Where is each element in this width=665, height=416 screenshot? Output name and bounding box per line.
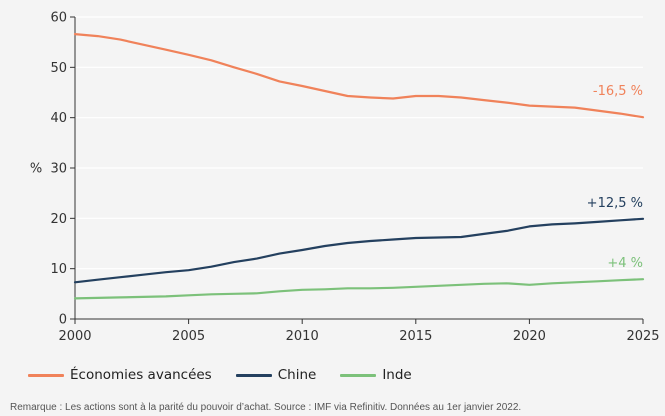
x-tick-label: 2010 — [286, 329, 319, 344]
legend-item: Économies avancées — [28, 367, 212, 383]
y-tick-label: 60 — [50, 11, 67, 26]
legend-item: Inde — [340, 367, 412, 383]
legend-label: Inde — [382, 367, 412, 383]
legend-label: Économies avancées — [70, 367, 212, 383]
y-tick-label: 50 — [50, 61, 67, 76]
legend-swatch — [28, 373, 64, 377]
axes: 0 10 20 30 40 50 60 2000 2005 2010 2015 2020 2025% — [30, 11, 660, 345]
y-tick-label: 20 — [50, 212, 67, 227]
series-line-1 — [73, 217, 645, 284]
series-end-label: +12,5 % — [587, 196, 643, 211]
y-axis-title: % — [30, 162, 42, 177]
series-line-2 — [73, 278, 645, 300]
series-end-label: -16,5 % — [593, 84, 643, 99]
x-tick-label: 2025 — [626, 329, 659, 344]
y-tick-label: 30 — [50, 162, 67, 177]
x-tick-label: 2015 — [399, 329, 432, 344]
series-line-0 — [73, 32, 645, 119]
series-lines — [73, 32, 645, 300]
y-tick-label: 10 — [50, 262, 67, 277]
legend-swatch — [340, 373, 377, 377]
line-chart: 0 10 20 30 40 50 60 2000 2005 2010 2015 2020 2025% -… — [30, 11, 660, 345]
y-tick-label: 40 — [50, 111, 67, 126]
y-tick-label: 0 — [59, 313, 67, 328]
legend-item: Chine — [235, 367, 317, 383]
footnote: Remarque : Les actions sont à la parité … — [10, 402, 522, 413]
x-tick-label: 2000 — [58, 329, 91, 344]
x-tick-label: 2020 — [513, 329, 546, 344]
legend-label: Chine — [277, 367, 317, 383]
gridlines — [75, 16, 643, 270]
legend-swatch — [235, 373, 272, 377]
labels: -16,5 % +12,5 % +4 % — [587, 84, 643, 271]
legend: Économies avancées Chine Inde — [28, 367, 436, 383]
x-tick-label: 2005 — [172, 329, 205, 344]
series-end-label: +4 % — [607, 256, 643, 271]
